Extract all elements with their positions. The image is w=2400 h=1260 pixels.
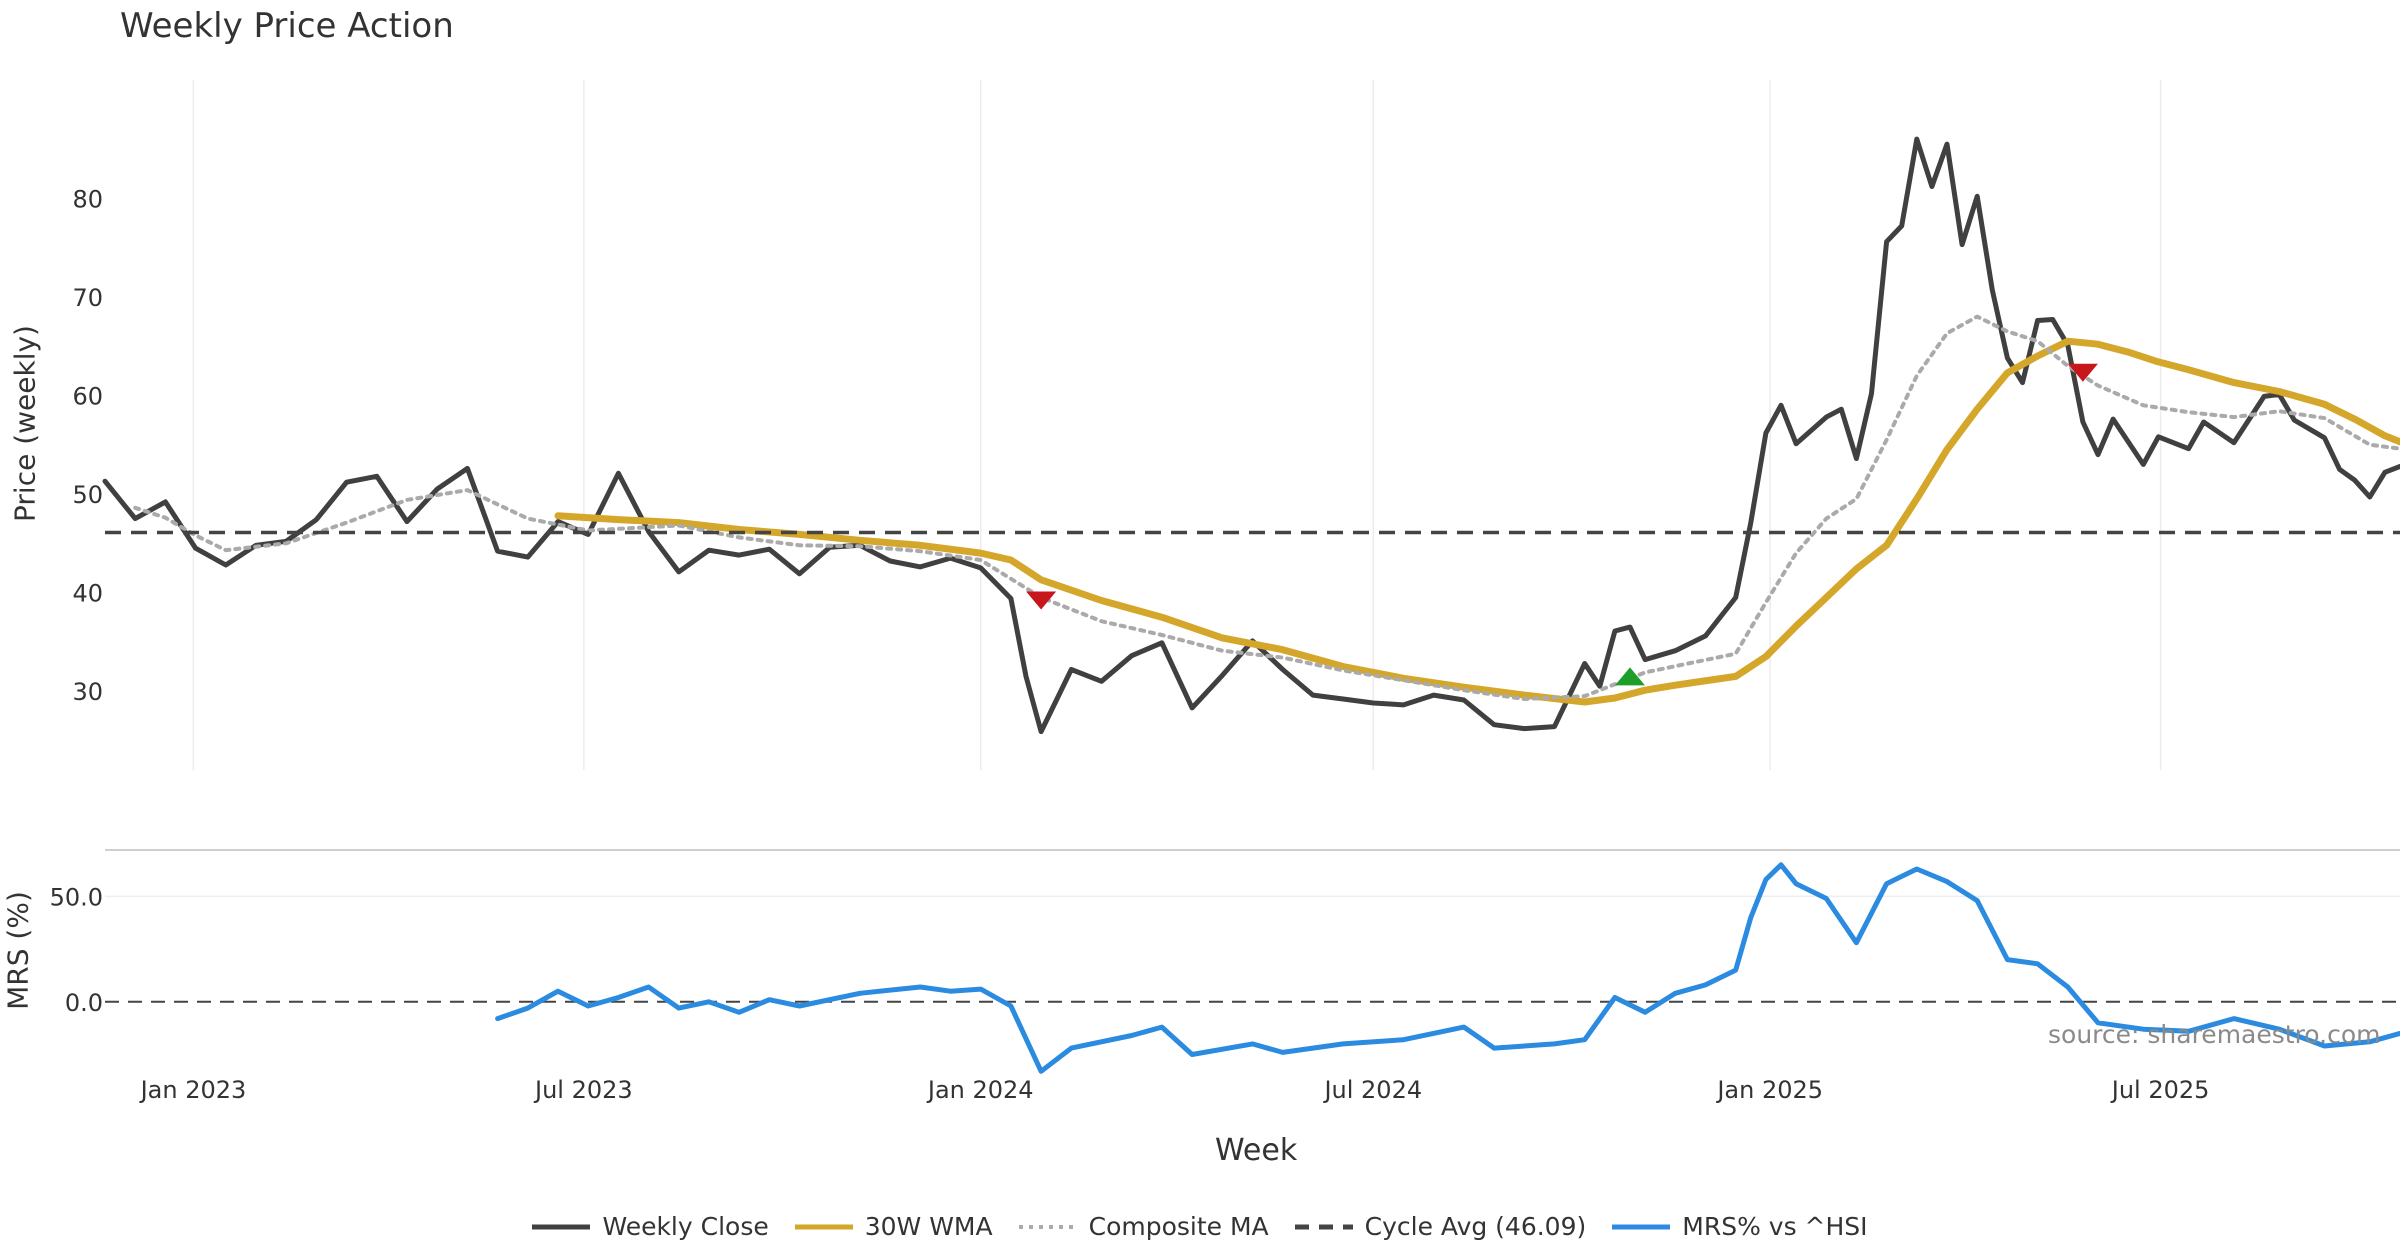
legend-item-4: MRS% vs ^HSI <box>1612 1212 1868 1241</box>
mrs-axis-label: MRS (%) <box>1 890 35 1010</box>
legend-item-0: Weekly Close <box>532 1212 769 1241</box>
price-tick-label-3: 60 <box>72 382 103 410</box>
x-axis-label: Week <box>1215 1133 1298 1168</box>
x-tick-label-4: Jan 2025 <box>1715 1076 1823 1104</box>
price-tick-label-4: 70 <box>72 284 103 312</box>
price-tick-label-2: 50 <box>72 481 103 509</box>
legend-item-2: Composite MA <box>1018 1212 1269 1241</box>
buy-marker-1 <box>1614 667 1645 686</box>
legend-item-1: 30W WMA <box>794 1212 993 1241</box>
price-tick-label-1: 40 <box>72 580 103 608</box>
legend-label-0: Weekly Close <box>602 1212 769 1241</box>
series-line-30w-wma <box>554 337 2400 706</box>
legend-label-4: MRS% vs ^HSI <box>1682 1212 1868 1241</box>
mrs-tick-label-1: 50.0 <box>50 883 103 911</box>
legend-swatch-2 <box>1018 1224 1077 1229</box>
legend-swatch-4 <box>1612 1224 1671 1229</box>
legend-label-1: 30W WMA <box>864 1212 993 1241</box>
sell-marker-0 <box>1026 591 1057 610</box>
mrs-tick-label-0: 0.0 <box>65 989 103 1017</box>
legend-swatch-1 <box>794 1224 853 1229</box>
chart-title: Weekly Price Action <box>120 6 454 46</box>
legend-label-2: Composite MA <box>1088 1212 1269 1241</box>
legend-swatch-3 <box>1294 1224 1353 1229</box>
source-note: source: sharemaestro.com <box>2048 1020 2381 1049</box>
price-axis-label: Price (weekly) <box>8 325 42 522</box>
x-tick-label-1: Jul 2023 <box>533 1076 633 1104</box>
series-line-mrs <box>495 862 2400 1074</box>
x-tick-label-3: Jul 2024 <box>1322 1076 1422 1104</box>
x-tick-label-0: Jan 2023 <box>139 1076 247 1104</box>
price-tick-label-0: 30 <box>72 678 103 706</box>
x-tick-label-5: Jul 2025 <box>2110 1076 2210 1104</box>
legend-item-3: Cycle Avg (46.09) <box>1294 1212 1587 1241</box>
price-tick-label-5: 80 <box>72 185 103 213</box>
legend-label-3: Cycle Avg (46.09) <box>1364 1212 1587 1241</box>
legend: Weekly Close 30W WMA Composite MA Cycle Avg… <box>0 1212 2400 1241</box>
series-line-composite-ma <box>133 314 2400 701</box>
sell-marker-2 <box>2067 363 2098 382</box>
legend-swatch-0 <box>532 1224 591 1229</box>
x-tick-label-2: Jan 2024 <box>926 1076 1034 1104</box>
